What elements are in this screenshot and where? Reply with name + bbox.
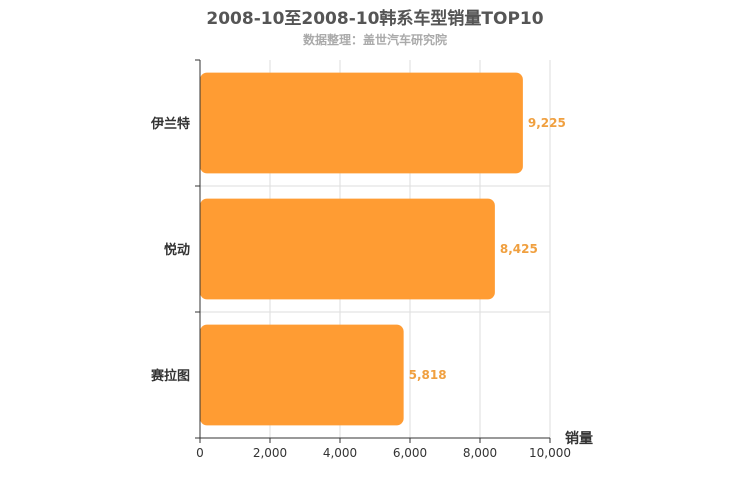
- x-tick-label: 8,000: [463, 446, 497, 460]
- bar: [200, 198, 495, 300]
- data-label: 8,425: [500, 242, 538, 256]
- x-axis-title: 销量: [565, 430, 593, 447]
- x-tick-label: 4,000: [323, 446, 357, 460]
- x-tick-label: 2,000: [253, 446, 287, 460]
- category-label: 悦动: [164, 242, 190, 258]
- bar: [200, 324, 404, 426]
- data-label: 9,225: [528, 116, 566, 130]
- x-tick-label: 0: [196, 446, 204, 460]
- x-tick-label: 10,000: [529, 446, 571, 460]
- bar: [200, 72, 523, 174]
- data-label: 5,818: [409, 368, 447, 382]
- category-label: 伊兰特: [150, 116, 190, 132]
- chart-title: 2008-10至2008-10韩系车型销量TOP10: [206, 9, 544, 29]
- chart-subtitle: 数据整理：盖世汽车研究院: [302, 33, 447, 47]
- axes: [195, 59, 551, 443]
- bars: [200, 72, 523, 426]
- x-tick-label: 6,000: [393, 446, 427, 460]
- category-label: 赛拉图: [150, 368, 190, 384]
- labels: 9,225 伊兰特 8,425 悦动 5,818 赛拉图 0 2,000 4,000 6,000 8…: [150, 116, 593, 460]
